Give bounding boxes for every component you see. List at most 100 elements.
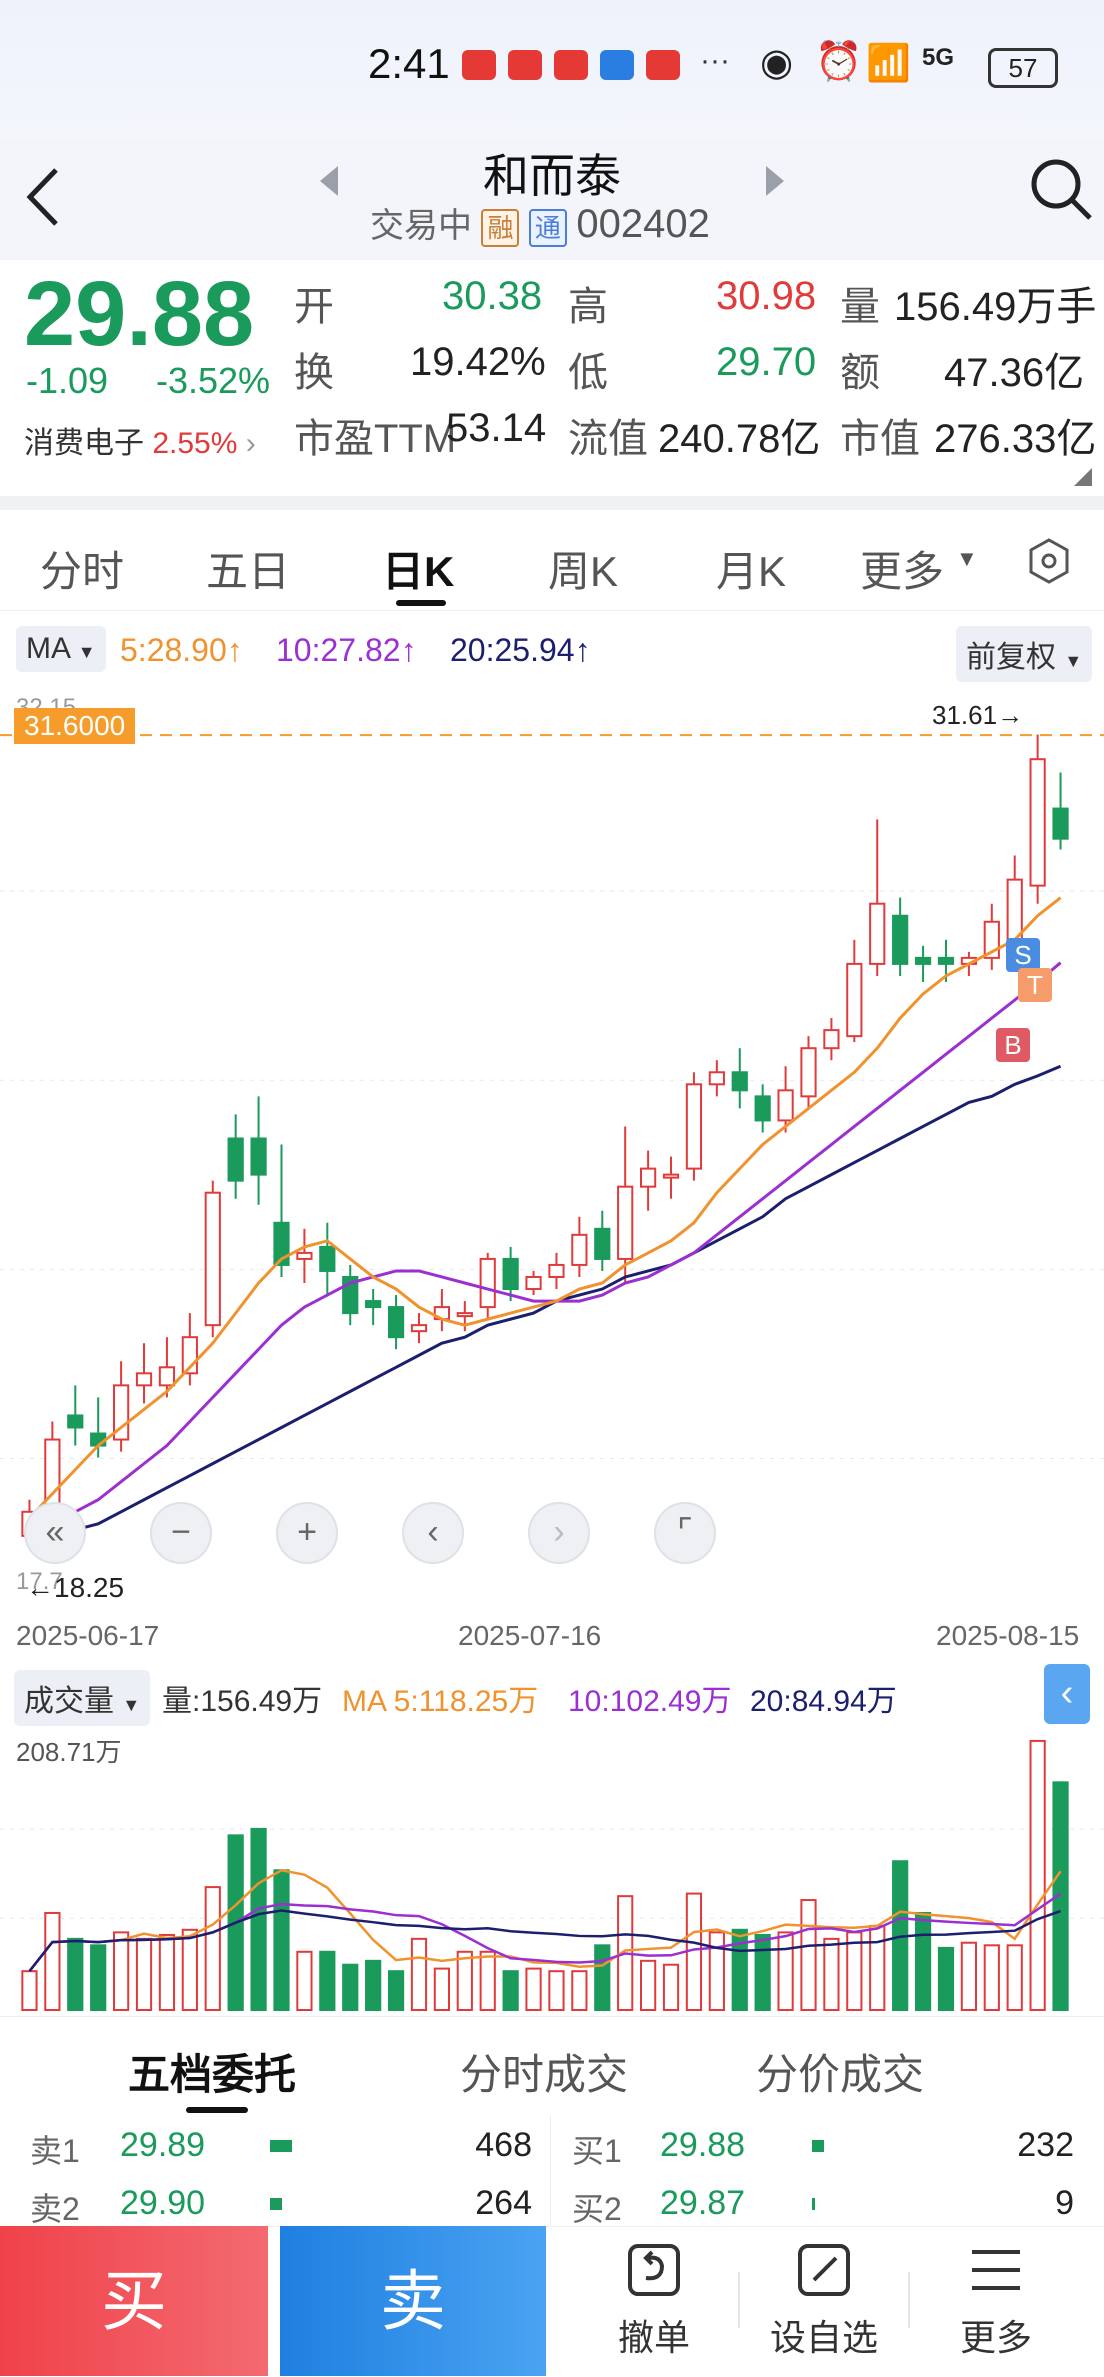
volume-chart[interactable] [0,1726,1104,2014]
candle-body [640,1167,657,1188]
divider [738,2272,740,2328]
volume-indicator-label: 成交量 [24,1685,114,1718]
candle-body [685,1083,703,1170]
tab-weekly-k[interactable]: 周K [548,548,619,595]
active-tab-indicator [186,2107,248,2113]
tab-daily-k[interactable]: 日K [382,548,455,595]
candle-body [1052,807,1069,840]
volume-max-label: 208.71万 [16,1737,122,1767]
sell2-qty: 264 [475,2184,532,2222]
candle-body [204,1191,221,1327]
expand-corner-icon[interactable] [1074,468,1092,486]
ma5-value: 5:28.90↑ [120,632,243,668]
scroll-right-icon[interactable]: › [528,1502,590,1564]
menu-icon [972,2250,1020,2290]
volume-selector[interactable]: 成交量 ▼ [14,1670,151,1726]
chart-settings-icon[interactable] [1024,536,1074,586]
adjust-selector[interactable]: 前复权 ▼ [956,626,1093,682]
search-icon[interactable] [1026,154,1096,224]
volume-bar [594,1944,611,2011]
collapse-panel-icon[interactable]: ‹ [1044,1664,1090,1724]
volume-bar [869,1924,886,2011]
sell2-label: 卖2 [30,2191,80,2227]
turnover-value: 19.42% [410,340,546,384]
volume-bar [433,1967,450,2011]
date-mid: 2025-07-16 [458,1620,602,1651]
upload-notif-icon [600,50,634,80]
add-watchlist-button[interactable]: 设自选 [754,2240,894,2361]
tab-more[interactable]: 更多 [860,548,945,595]
volume-bar [342,1963,359,2011]
open-label: 开 [294,285,334,329]
cancel-order-button[interactable]: 撤单 [584,2240,724,2361]
signal-t-badge[interactable]: T [1018,968,1052,1002]
battery-icon: 57 [988,48,1058,88]
more-label: 更多 [959,2317,1032,2358]
candle-body [387,1306,405,1339]
back-icon[interactable] [22,162,62,232]
zoom-out-icon[interactable]: − [150,1502,212,1564]
amount-label: 额 [840,351,880,395]
quote-panel: 29.88 -1.09 -3.52% 消费电子 2.55% › 开 30.38 … [0,260,1104,496]
sell2-price: 29.90 [120,2184,206,2222]
candle-body [914,956,932,965]
candle-body [731,1071,748,1092]
ma-selector[interactable]: MA ▼ [16,626,106,672]
sell-button[interactable]: 卖 [280,2226,546,2376]
volume-header: 成交量 ▼ 量:156.49万 MA 5:118.25万 10:102.49万 … [0,1662,1104,1726]
ma10-line [28,961,1062,1538]
scroll-left-icon[interactable]: ‹ [402,1502,464,1564]
volume-bar [90,1944,107,2011]
signal-b-badge[interactable]: B [996,1028,1030,1062]
volume-ma5-line [28,1868,1062,1972]
buy-button[interactable]: 买 [0,2226,268,2376]
next-stock-icon[interactable] [764,164,786,198]
high-value: 30.98 [716,274,817,318]
tab-monthly-k[interactable]: 月K [716,548,787,595]
sell2-bar [270,2198,282,2210]
candle-body [525,1275,542,1291]
volume-bar [296,1950,313,2011]
buy2-price: 29.87 [660,2184,746,2222]
pe-label: 市盈TTM [294,417,457,461]
volume-bar [777,1931,794,2012]
tab-ticks[interactable]: 分时成交 [460,2051,629,2098]
volume-label: 量 [840,285,880,329]
zoom-in-icon[interactable]: + [276,1502,338,1564]
volume-bar [67,1937,84,2012]
sector-link[interactable]: 消费电子 2.55% › [24,418,256,462]
prev-stock-icon[interactable] [318,164,340,198]
candlestick-chart[interactable] [0,692,1104,1612]
volume-bar [158,1933,176,2011]
tab-order-book[interactable]: 五档委托 [128,2051,297,2098]
volume-bar [113,1931,130,2012]
more-button[interactable]: 更多 [926,2240,1066,2361]
tab-price-volume[interactable]: 分价成交 [756,2051,925,2098]
eye-icon: ◉ [760,42,794,84]
open-value: 30.38 [442,274,543,318]
sell1-qty: 468 [475,2126,532,2164]
volume-bar [1029,1739,1046,2012]
rewind-icon[interactable]: « [24,1502,86,1564]
volume-bar [250,1827,267,2011]
tab-timeshare[interactable]: 分时 [40,548,125,595]
candle-body [67,1414,84,1429]
candle-body [846,962,863,1038]
fullscreen-icon[interactable]: ⌜ [654,1502,716,1564]
volume-bar [319,1950,336,2011]
volume-bar [479,1950,496,2011]
candle-body [617,1185,634,1260]
signal-s-badge[interactable]: S [1006,938,1040,972]
caret-down-icon: ▼ [956,546,978,571]
stock-meta: 交易中 融 通 002402 [370,198,710,247]
tab-five-day[interactable]: 五日 [206,548,291,595]
cancel-order-label: 撤单 [617,2317,690,2358]
volume-bar [754,1933,771,2011]
connect-tag: 通 [528,209,567,247]
candle-body [410,1324,428,1333]
buy2-label: 买2 [572,2191,622,2227]
candle-body [777,1089,794,1122]
candle-body [456,1312,473,1318]
app-notif-icon [646,50,680,80]
candle-body [319,1245,336,1272]
